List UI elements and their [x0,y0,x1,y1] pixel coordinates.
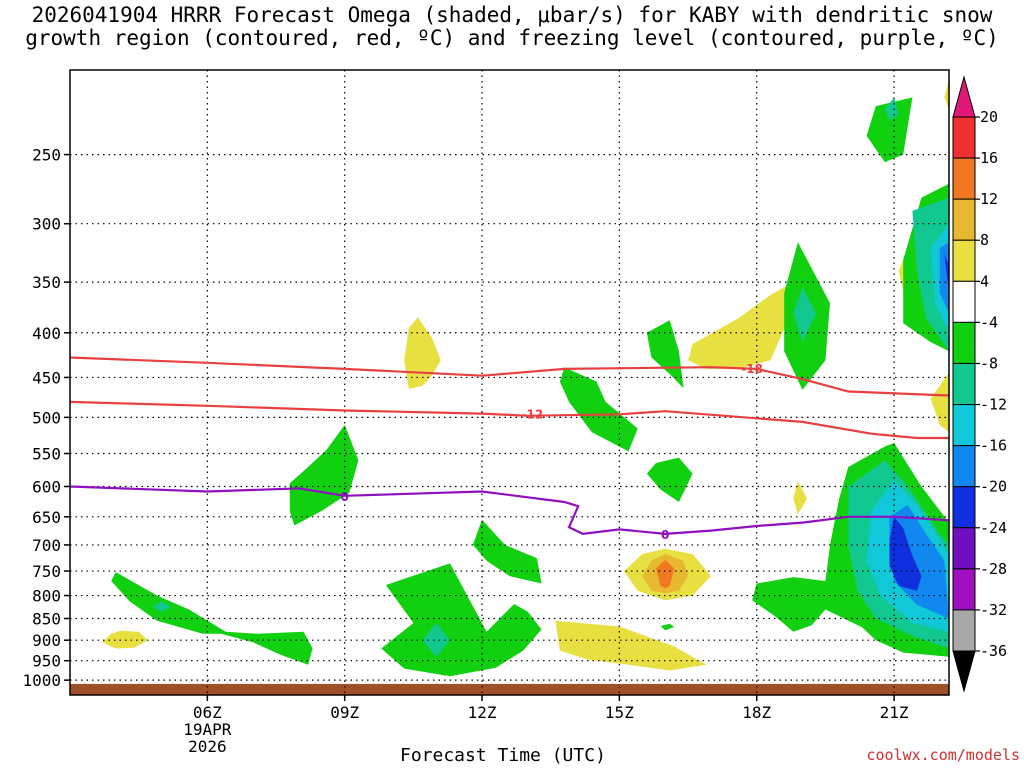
colorbar-band-10 [952,527,976,570]
y-tick-label-400: 400 [32,324,61,343]
x-tick-sublabel-2026: 2026 [188,737,227,756]
omega-region-20-level--4 [866,97,913,163]
grid-layer [70,70,949,695]
chart-title-line-2: growth region (contoured, red, ºC) and f… [25,26,999,50]
y-tick-label-550: 550 [32,444,61,463]
omega-region-3-level-4 [688,282,794,369]
omega-region-16-level--4 [559,367,638,452]
y-tick-label-650: 650 [32,508,61,527]
colorbar-band-3 [952,239,976,282]
y-tick-label-850: 850 [32,610,61,629]
omega-region-1-level-4 [102,630,148,649]
omega-region-17-level--4 [646,457,693,502]
colorbar-band-5 [952,321,976,364]
x-tick-label-09Z: 09Z [330,703,359,722]
contour-label-dgz-12: -12 [522,408,544,422]
x-axis-label: Forecast Time (UTC) [400,745,606,766]
y-tick-label-800: 800 [32,587,61,606]
chart-title-line-1: 2026041904 HRRR Forecast Omega (shaded, … [31,3,993,27]
omega-region-2-level-4 [555,620,707,671]
omega-region-12-level--4 [289,424,359,526]
colorbar-label-4: 4 [980,272,989,290]
omega-region-5-level-4 [930,372,949,433]
omega-region-10-level-12 [656,559,675,589]
contour-label-dgz-18: -18 [741,362,763,376]
contour-freezing-0 [70,485,949,536]
colorbar-band-12 [952,609,976,652]
y-tick-label-350: 350 [32,273,61,292]
colorbar-label-20: 20 [980,108,998,126]
contour-label-freezing-0-label: 0 [661,528,669,542]
colorbar-label--20: -20 [980,478,1007,496]
colorbar-band-4 [952,280,976,323]
colorbar-label--32: -32 [980,601,1007,619]
colorbar-band-2 [952,198,976,241]
y-tick-label-950: 950 [32,652,61,671]
x-tick-sublabel-19APR: 19APR [183,720,232,739]
omega-region-13-level--4 [381,563,542,677]
x-tick-label-12Z: 12Z [468,703,497,722]
contour-dgz-18 [70,356,949,397]
colorbar-label-12: 12 [980,190,998,208]
contour-dgz-12 [70,400,949,440]
y-tick-label-300: 300 [32,215,61,234]
contour-lines [70,356,949,536]
y-tick-label-500: 500 [32,408,61,427]
colorbar-band-8 [952,445,976,488]
omega-region-24-level--8 [793,287,817,343]
ground-surface [70,683,949,695]
colorbar: 20 16 12 8 4 -4 -8 -12 -16 -20 -24 -28 -32 -36 [952,75,1007,693]
credit-link[interactable]: coolwx.com/models [866,746,1020,764]
contour-layer: -18 -12 0 0 [70,356,949,542]
colorbar-label-8: 8 [980,231,989,249]
colorbar-label--36: -36 [980,642,1007,660]
omega-region-6-level-4 [944,79,949,110]
colorbar-band-0 [952,116,976,159]
colorbar-label--24: -24 [980,519,1007,537]
omega-region-7-level-4 [793,481,808,514]
x-tick-label-06Z: 06Z [193,703,222,722]
contour-label-freezing-0: 0 [341,490,349,504]
colorbar-label--16: -16 [980,437,1007,455]
omega-regions [102,79,949,677]
x-tick-label-15Z: 15Z [605,703,634,722]
y-tick-label-1000: 1000 [22,671,61,690]
omega-region-0-level-4 [404,317,441,389]
ground-layer [70,683,949,695]
omega-region-34-level--20 [889,516,922,591]
omega-region-28-level--8 [884,97,899,120]
omega-shading-layer [70,70,949,695]
omega-region-18-level--4 [660,623,675,631]
colorbar-label-16: 16 [980,149,998,167]
axes-layer: 250 300 350 400 450 500 550 600 650 700 750 800 850 9… [22,69,950,756]
colorbar-band-11 [952,568,976,611]
plot-frame [69,69,950,696]
y-tick-label-250: 250 [32,146,61,165]
colorbar-band-9 [952,486,976,529]
y-tick-label-900: 900 [32,631,61,650]
chart-title: 2026041904 HRRR Forecast Omega (shaded, … [0,4,1024,50]
colorbar-band-7 [952,404,976,447]
colorbar-label--4: -4 [980,313,998,331]
y-tick-label-600: 600 [32,477,61,496]
colorbar-band-6 [952,362,976,406]
x-tick-label-21Z: 21Z [880,703,909,722]
colorbar-label--8: -8 [980,354,998,372]
y-tick-label-750: 750 [32,562,61,581]
colorbar-top-arrow [952,75,976,118]
colorbar-bottom-arrow [952,650,976,693]
colorbar-label--28: -28 [980,560,1007,578]
y-tick-label-450: 450 [32,368,61,387]
omega-region-26-level--8 [152,601,171,612]
omega-region-27-level--8 [422,623,450,657]
omega-region-33-level--20 [944,254,949,293]
y-tick-label-700: 700 [32,536,61,555]
omega-region-11-level--4 [111,572,313,665]
colorbar-label--12: -12 [980,396,1007,414]
omega-region-14-level--4 [472,519,542,584]
colorbar-band-1 [952,157,976,200]
x-tick-label-18Z: 18Z [742,703,771,722]
omega-region-15-level--4 [646,320,684,389]
